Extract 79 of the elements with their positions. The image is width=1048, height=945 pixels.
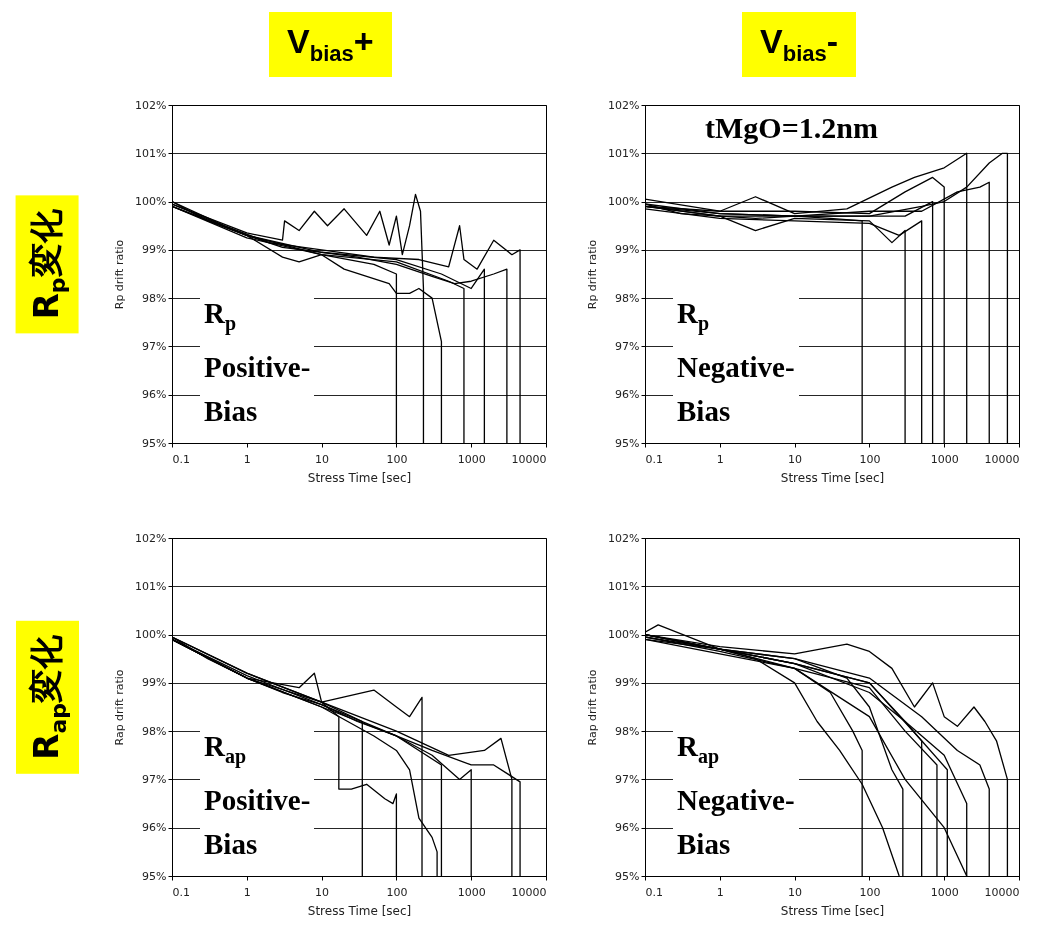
annotation: R$_{ap}$ bbox=[677, 729, 721, 770]
y-tick-label: 99% bbox=[142, 243, 167, 257]
x-tick-label: 1 bbox=[243, 452, 251, 466]
chart-title: V$_{bias}$- bbox=[742, 12, 857, 77]
x-tick-label: 1 bbox=[716, 885, 724, 899]
x-tick-label: 10 bbox=[315, 885, 330, 899]
x-tick-label: 10000 bbox=[511, 885, 547, 899]
annotation: R$_{p}$ bbox=[204, 296, 238, 337]
y-tick-label: 97% bbox=[142, 772, 167, 786]
x-axis-title: Stress Time [sec] bbox=[780, 470, 885, 485]
y-axis-title: Rp drift ratio bbox=[586, 239, 600, 310]
y-tick-label: 96% bbox=[142, 388, 167, 402]
x-tick-label: 100 bbox=[859, 452, 881, 466]
y-tick-label: 102% bbox=[608, 531, 640, 545]
x-tick-label: 100 bbox=[386, 885, 408, 899]
annotation: Positive- bbox=[204, 349, 311, 385]
annotation: Bias bbox=[677, 393, 732, 429]
y-tick-label: 98% bbox=[615, 291, 640, 305]
y-tick-label: 101% bbox=[608, 146, 640, 160]
y-tick-label: 100% bbox=[608, 628, 640, 642]
y-tick-label: 101% bbox=[135, 146, 167, 160]
y-tick-label: 99% bbox=[142, 676, 167, 690]
x-tick-label: 100 bbox=[859, 885, 881, 899]
x-tick-label: 10 bbox=[788, 452, 803, 466]
x-tick-label: 0.1 bbox=[172, 885, 190, 899]
x-tick-label: 100 bbox=[386, 452, 408, 466]
y-tick-label: 97% bbox=[142, 339, 167, 353]
x-axis-title: Stress Time [sec] bbox=[780, 903, 885, 918]
y-tick-label: 102% bbox=[608, 98, 640, 112]
y-tick-label: 99% bbox=[615, 243, 640, 257]
y-tick-label: 97% bbox=[615, 339, 640, 353]
x-axis-title: Stress Time [sec] bbox=[307, 903, 412, 918]
y-axis-title: Rp drift ratio bbox=[113, 239, 127, 310]
annotation: R$_{p}$ bbox=[677, 296, 711, 337]
annotation: Bias bbox=[677, 826, 732, 862]
x-tick-label: 0.1 bbox=[645, 885, 663, 899]
y-axis-title: Rap drift ratio bbox=[113, 669, 127, 746]
x-tick-label: 1000 bbox=[457, 885, 486, 899]
annotation: R$_{ap}$ bbox=[204, 729, 248, 770]
y-axis-title: Rap drift ratio bbox=[586, 669, 600, 746]
x-tick-label: 1000 bbox=[930, 885, 959, 899]
annotation: Negative- bbox=[677, 782, 795, 818]
y-tick-label: 100% bbox=[608, 195, 640, 209]
y-tick-label: 102% bbox=[135, 98, 167, 112]
x-tick-label: 0.1 bbox=[172, 452, 190, 466]
y-tick-label: 96% bbox=[142, 821, 167, 835]
y-tick-label: 98% bbox=[142, 291, 167, 305]
x-tick-label: 0.1 bbox=[645, 452, 663, 466]
y-tick-label: 96% bbox=[615, 821, 640, 835]
y-tick-label: 100% bbox=[135, 195, 167, 209]
x-tick-label: 10000 bbox=[511, 452, 547, 466]
x-tick-label: 10000 bbox=[984, 885, 1020, 899]
x-tick-label: 1 bbox=[243, 885, 251, 899]
y-tick-label: 97% bbox=[615, 772, 640, 786]
x-tick-label: 1000 bbox=[930, 452, 959, 466]
y-tick-label: 95% bbox=[615, 436, 640, 450]
x-tick-label: 10 bbox=[315, 452, 330, 466]
y-tick-label: 102% bbox=[135, 531, 167, 545]
annotation: Bias bbox=[204, 826, 259, 862]
y-tick-label: 95% bbox=[142, 869, 167, 883]
y-tick-label: 101% bbox=[608, 579, 640, 593]
x-tick-label: 1 bbox=[716, 452, 724, 466]
annotation: Negative- bbox=[677, 349, 795, 385]
y-tick-label: 101% bbox=[135, 579, 167, 593]
y-tick-label: 95% bbox=[615, 869, 640, 883]
x-tick-label: 1000 bbox=[457, 452, 486, 466]
y-tick-label: 100% bbox=[135, 628, 167, 642]
y-tick-label: 98% bbox=[615, 724, 640, 738]
y-tick-label: 99% bbox=[615, 676, 640, 690]
chart-subtitle: tMgO=1.2nm bbox=[705, 111, 878, 145]
y-tick-label: 95% bbox=[142, 436, 167, 450]
x-axis-title: Stress Time [sec] bbox=[307, 470, 412, 485]
chart-title: V$_{bias}$+ bbox=[269, 12, 392, 77]
x-tick-label: 10000 bbox=[984, 452, 1020, 466]
annotation: Positive- bbox=[204, 782, 311, 818]
annotation: Bias bbox=[204, 393, 259, 429]
x-tick-label: 10 bbox=[788, 885, 803, 899]
y-tick-label: 96% bbox=[615, 388, 640, 402]
y-tick-label: 98% bbox=[142, 724, 167, 738]
